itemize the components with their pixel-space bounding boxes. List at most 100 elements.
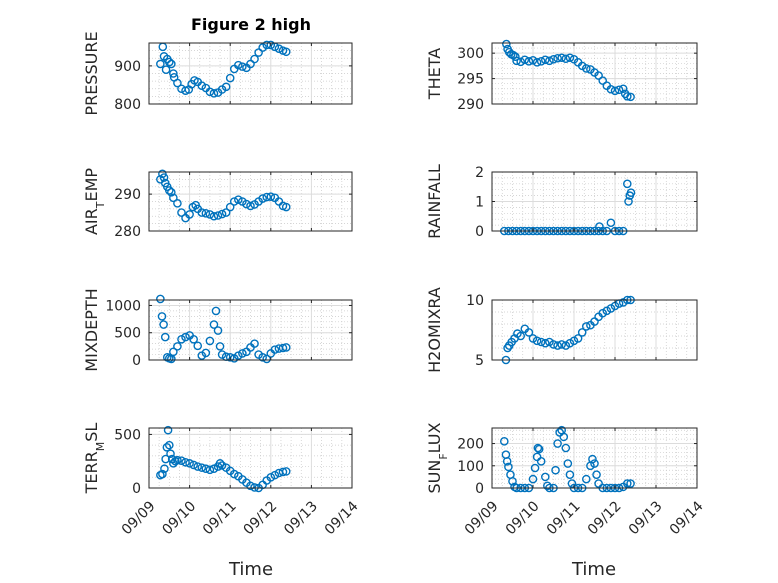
data-point <box>234 195 243 204</box>
data-point <box>246 481 255 491</box>
y-tick-label: 100 <box>457 459 484 475</box>
y-axis-label: RAINFALL <box>425 164 444 239</box>
data-point <box>536 457 546 466</box>
data-point <box>169 347 178 357</box>
y-tick-label: 500 <box>114 326 141 342</box>
data-point <box>201 464 211 474</box>
data-point <box>164 186 174 195</box>
y-axis-label: PRESSURE <box>82 31 101 115</box>
data-point <box>157 312 167 321</box>
data-point <box>557 340 567 349</box>
data-point <box>623 179 632 189</box>
data-point <box>156 59 165 69</box>
data-point <box>610 86 620 96</box>
y-tick-label: 290 <box>457 97 484 113</box>
data-point <box>189 460 198 470</box>
y-tick-label: 1 <box>475 195 484 211</box>
data-point <box>262 192 272 202</box>
y-tick-label: 290 <box>114 187 141 203</box>
data-point <box>551 465 560 475</box>
data-point <box>274 44 284 54</box>
data-point <box>516 57 526 67</box>
data-point <box>258 194 267 203</box>
data-point <box>565 470 575 479</box>
figure-title: Figure 2 high <box>191 15 311 34</box>
data-point <box>516 331 526 341</box>
data-point <box>169 193 178 203</box>
axes-box <box>491 42 698 105</box>
data-point <box>281 47 291 57</box>
data-point <box>209 320 219 329</box>
y-axis-label: TERRMSL <box>82 423 107 495</box>
data-point <box>173 342 182 351</box>
y-tick-label: 300 <box>457 46 484 62</box>
y-tick-label: 500 <box>114 427 141 443</box>
y-tick-label: 10 <box>466 293 484 309</box>
data-point <box>534 444 544 454</box>
data-point <box>553 53 562 63</box>
data-point <box>205 87 215 97</box>
data-point <box>167 59 176 69</box>
data-point <box>185 459 194 468</box>
data-point <box>590 459 599 468</box>
axes-box <box>148 299 353 361</box>
y-tick-label: 0 <box>132 481 141 497</box>
data-point <box>281 343 291 352</box>
data-point <box>201 208 211 218</box>
data-point <box>217 350 227 359</box>
data-point <box>270 470 280 480</box>
data-point <box>250 339 259 348</box>
data-point <box>225 202 235 212</box>
data-point <box>217 209 227 219</box>
axes-box <box>491 299 698 361</box>
data-point <box>541 338 550 348</box>
data-point <box>592 470 601 479</box>
data-point <box>533 443 543 453</box>
data-point <box>536 337 546 347</box>
data-point <box>193 341 203 351</box>
data-point <box>557 53 567 63</box>
data-point <box>530 463 540 473</box>
data-point <box>215 342 225 351</box>
data-point <box>160 332 170 342</box>
data-point <box>177 456 186 465</box>
data-point <box>238 62 247 71</box>
data-point <box>512 56 521 66</box>
data-point <box>250 54 259 64</box>
data-point <box>158 469 167 479</box>
data-point <box>177 334 186 344</box>
data-point <box>594 71 603 80</box>
data-point <box>270 345 280 354</box>
data-point <box>167 187 176 197</box>
x-axis-label-left: Time <box>228 559 273 580</box>
data-point <box>266 40 276 50</box>
data-point <box>160 464 169 474</box>
data-point <box>549 340 558 349</box>
data-point <box>623 479 632 488</box>
data-point <box>229 469 239 479</box>
data-point <box>211 306 221 316</box>
data-point <box>197 463 207 472</box>
data-point <box>266 472 276 482</box>
data-point <box>213 211 223 220</box>
data-point <box>173 78 182 88</box>
data-point <box>541 55 550 65</box>
data-point <box>588 454 597 464</box>
data-point <box>217 461 227 470</box>
subplot-3: 280 290 AIRTEMP <box>82 168 353 240</box>
data-point <box>193 462 203 471</box>
data-point <box>281 202 291 212</box>
y-tick-label: 5 <box>475 353 484 369</box>
data-point <box>511 52 520 62</box>
data-point <box>565 53 575 63</box>
data-point <box>181 332 190 342</box>
data-point <box>201 348 211 358</box>
data-point <box>234 60 243 70</box>
data-point <box>185 210 194 219</box>
data-point <box>173 455 182 465</box>
data-point <box>163 425 173 435</box>
subplot-2: 290 295 300 THETA <box>425 39 698 113</box>
data-point <box>281 467 291 476</box>
data-point <box>606 218 616 228</box>
